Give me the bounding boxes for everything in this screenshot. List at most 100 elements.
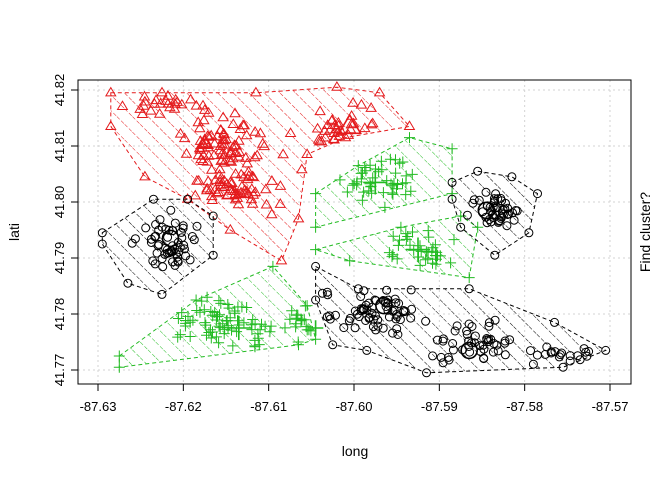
data-point: [601, 345, 611, 355]
data-point: [329, 119, 341, 129]
data-point: [292, 212, 305, 223]
data-point: [139, 95, 151, 106]
data-point: [184, 331, 196, 342]
data-point: [550, 317, 559, 327]
data-point: [326, 113, 339, 124]
data-point: [500, 350, 510, 360]
data-point: [565, 351, 575, 361]
x-tick-label: -87.63: [80, 399, 117, 414]
data-point: [213, 295, 225, 307]
data-point: [406, 285, 416, 295]
data-point: [582, 351, 592, 361]
data-point: [178, 223, 188, 233]
data-point: [201, 329, 212, 341]
data-point: [391, 183, 402, 195]
data-point: [250, 86, 262, 97]
data-point: [208, 211, 218, 221]
data-point: [264, 326, 276, 338]
data-point: [439, 334, 448, 344]
data-point: [358, 186, 370, 198]
data-point: [303, 324, 315, 336]
data-point: [277, 148, 289, 159]
data-point: [190, 294, 202, 306]
data-point: [208, 137, 221, 148]
data-point: [157, 289, 167, 299]
data-point: [292, 336, 304, 348]
data-point: [146, 238, 156, 247]
data-point: [448, 339, 458, 348]
data-point: [400, 228, 412, 240]
data-point: [162, 89, 174, 100]
data-point: [381, 298, 391, 308]
data-point: [399, 306, 409, 315]
data-point: [174, 329, 186, 341]
data-point: [359, 122, 371, 133]
data-point: [176, 98, 188, 109]
data-point: [211, 187, 223, 198]
data-point: [213, 337, 225, 349]
data-point: [145, 104, 157, 115]
data-point: [365, 102, 377, 112]
data-point: [371, 325, 381, 335]
data-point: [310, 244, 322, 256]
data-point: [226, 177, 238, 187]
data-point: [183, 194, 193, 204]
data-point: [355, 173, 367, 185]
data-point: [464, 319, 474, 329]
data-point: [203, 327, 215, 338]
data-point: [427, 242, 439, 254]
data-point: [392, 239, 404, 251]
data-point: [113, 361, 125, 373]
data-point: [205, 332, 217, 344]
data-point: [233, 150, 245, 161]
data-point: [429, 239, 441, 251]
data-point: [447, 177, 457, 187]
data-point: [97, 239, 107, 249]
data-point: [197, 99, 209, 110]
data-point: [239, 152, 252, 162]
cluster-centers: [161, 113, 496, 360]
data-point: [447, 194, 457, 204]
data-point: [238, 317, 250, 329]
data-point: [373, 86, 386, 97]
cluster-center: [460, 341, 479, 360]
x-axis: -87.63 -87.62 -87.61 -87.60 -87.59 -87.58 -87.…: [80, 383, 628, 414]
data-point: [163, 232, 173, 242]
cluster-center: [477, 201, 496, 220]
cluster-center: [220, 183, 240, 200]
y-tick-label: 41.82: [52, 74, 67, 107]
data-point: [168, 103, 181, 113]
data-point: [345, 118, 358, 129]
data-point: [213, 169, 226, 179]
x-tick-label: -87.59: [421, 399, 458, 414]
y-tick-label: 41.79: [52, 242, 67, 275]
data-point: [227, 141, 239, 152]
data-point: [279, 322, 291, 334]
data-point: [227, 118, 240, 128]
data-point: [364, 178, 376, 190]
data-point: [150, 259, 160, 269]
data-point: [214, 322, 226, 334]
cluster-center: [405, 237, 431, 262]
data-point: [478, 340, 488, 350]
data-point: [421, 316, 431, 326]
data-point: [311, 122, 324, 133]
data-point: [248, 151, 261, 162]
data-point: [403, 120, 416, 130]
data-point: [229, 188, 242, 198]
data-point: [347, 96, 359, 107]
data-point: [139, 170, 151, 181]
data-point: [210, 331, 222, 343]
data-point: [284, 313, 296, 325]
cluster-center: [226, 315, 251, 341]
data-point: [364, 298, 374, 308]
data-point: [339, 323, 349, 333]
data-point: [247, 171, 260, 182]
data-point: [493, 217, 503, 227]
data-point: [151, 220, 161, 229]
x-tick-label: -87.58: [506, 399, 543, 414]
data-point: [484, 318, 494, 328]
data-point: [166, 205, 176, 215]
data-point: [227, 340, 239, 352]
data-point: [223, 302, 235, 314]
